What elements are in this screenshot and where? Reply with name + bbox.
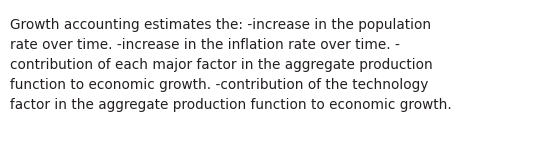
Text: Growth accounting estimates the: -increase in the population
rate over time. -in: Growth accounting estimates the: -increa… xyxy=(10,18,452,112)
